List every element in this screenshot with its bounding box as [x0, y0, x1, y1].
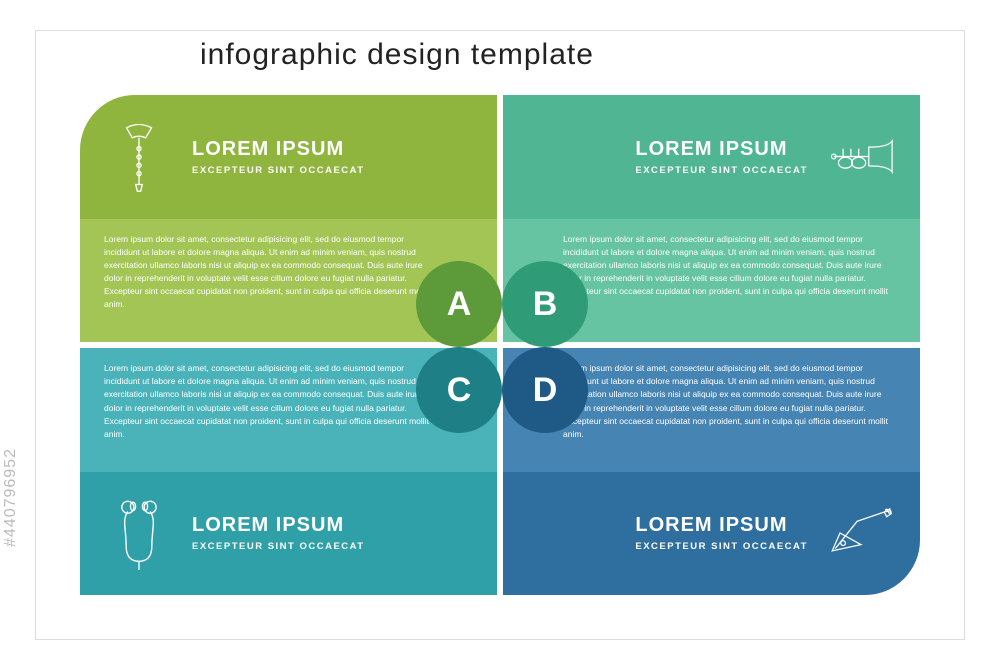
panel-b-subheading: EXCEPTEUR SINT OCCAECAT [635, 165, 808, 176]
panel-b-heading: LOREM IPSUM [635, 138, 808, 161]
infographic-grid: LOREM IPSUM EXCEPTEUR SINT OCCAECAT Lore… [80, 95, 920, 595]
guitar-icon [826, 488, 896, 578]
panel-d-subheading: EXCEPTEUR SINT OCCAECAT [635, 541, 808, 552]
panel-c-heading: LOREM IPSUM [192, 514, 365, 537]
panel-d-heading: LOREM IPSUM [635, 514, 808, 537]
panel-b-header: LOREM IPSUM EXCEPTEUR SINT OCCAECAT [503, 95, 920, 219]
panel-c-header: LOREM IPSUM EXCEPTEUR SINT OCCAECAT [80, 472, 497, 596]
page-title: infographic design template [200, 38, 594, 72]
panel-a-subheading: EXCEPTEUR SINT OCCAECAT [192, 165, 365, 176]
panel-c-subheading: EXCEPTEUR SINT OCCAECAT [192, 541, 365, 552]
earbuds-icon [104, 488, 174, 578]
panel-a-heading: LOREM IPSUM [192, 138, 365, 161]
letter-badge-c: C [416, 347, 502, 433]
letter-badge-d: D [502, 347, 588, 433]
panel-a-header: LOREM IPSUM EXCEPTEUR SINT OCCAECAT [80, 95, 497, 219]
trumpet-icon [826, 112, 896, 202]
clarinet-icon [104, 112, 174, 202]
letter-badge-a: A [416, 261, 502, 347]
letter-badge-b: B [502, 261, 588, 347]
watermark-text: #440796952 [2, 448, 20, 547]
panel-d-header: LOREM IPSUM EXCEPTEUR SINT OCCAECAT [503, 472, 920, 596]
